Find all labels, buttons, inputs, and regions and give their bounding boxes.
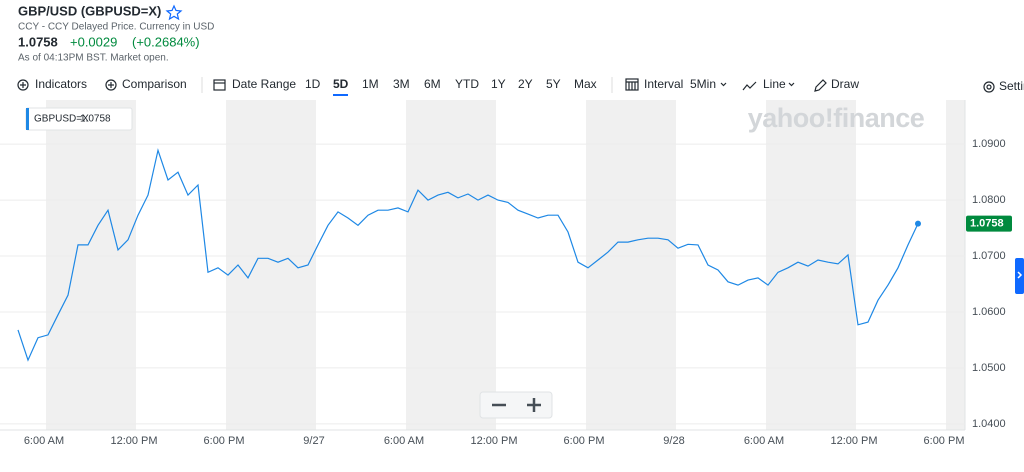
session-band — [46, 100, 136, 430]
x-tick-label: 12:00 PM — [470, 435, 517, 447]
range-button[interactable]: 2Y — [518, 77, 533, 91]
date-range-label: Date Range — [232, 77, 296, 91]
interval-label: Interval — [644, 77, 683, 91]
indicators-label: Indicators — [35, 77, 87, 91]
price-tag-label: 1.0758 — [970, 218, 1004, 230]
watchlist-star[interactable] — [165, 4, 183, 21]
range-button[interactable]: 5Y — [546, 77, 561, 91]
price-line — [17, 148, 919, 362]
x-tick-label: 12:00 PM — [110, 435, 157, 447]
session-band — [226, 100, 316, 430]
range-button[interactable]: 6M — [424, 77, 441, 91]
session-band — [946, 100, 965, 430]
x-tick-label: 9/28 — [663, 435, 684, 447]
legend-value: 1.0758 — [80, 114, 111, 125]
line-type-label: Line — [763, 77, 786, 91]
quote-price: 1.0758 — [18, 34, 58, 49]
range-buttons: 1D 5D 1M 3M 6M YTD 1Y 2Y 5Y Max — [305, 77, 597, 96]
comparison-button[interactable]: Comparison — [105, 77, 187, 91]
x-tick-label: 6:00 AM — [384, 435, 424, 447]
chart: 1.0400 1.0500 1.0600 1.0700 1.0800 1.0900 6:00… — [17, 107, 1012, 447]
range-button[interactable]: 1M — [362, 77, 379, 91]
legend-swatch — [26, 108, 29, 130]
range-button[interactable]: 1Y — [491, 77, 506, 91]
zoom-in[interactable] — [527, 398, 541, 412]
range-selected-underline — [333, 94, 348, 96]
range-button[interactable]: 1D — [305, 77, 321, 91]
draw-button[interactable]: Draw — [814, 77, 859, 92]
interval-button[interactable]: Interval 5Min — [625, 77, 727, 91]
settings-label: Settings — [999, 79, 1024, 93]
x-tick-label: 6:00 PM — [924, 435, 965, 447]
range-button[interactable]: Max — [574, 77, 597, 91]
quote-change-percent: (+0.2684%) — [132, 34, 200, 49]
x-tick-label: 6:00 PM — [204, 435, 245, 447]
x-tick-label: 9/27 — [303, 435, 324, 447]
line-type-button[interactable]: Line — [742, 77, 795, 91]
y-tick-label: 1.0400 — [972, 418, 1006, 430]
legend-name: GBPUSD=X — [34, 114, 89, 125]
indicators-button[interactable]: Indicators — [17, 77, 87, 91]
interval-value: 5Min — [690, 77, 716, 91]
quote-time: As of 04:13PM BST. Market open. — [18, 53, 169, 64]
session-band — [406, 100, 496, 430]
session-band — [586, 100, 676, 430]
price-tag — [966, 215, 1012, 232]
range-button[interactable]: YTD — [455, 77, 479, 91]
range-button[interactable]: 5D — [333, 77, 349, 91]
x-tick-label: 6:00 PM — [564, 435, 605, 447]
x-tick-label: 6:00 AM — [24, 435, 64, 447]
last-price-dot — [915, 220, 921, 227]
draw-label: Draw — [831, 77, 859, 91]
quote-title: GBP/USD (GBPUSD=X) — [18, 3, 161, 18]
settings-button[interactable]: Settings — [983, 79, 1024, 93]
x-tick-label: 12:00 PM — [830, 435, 877, 447]
y-tick-label: 1.0800 — [972, 194, 1006, 206]
y-tick-label: 1.0500 — [972, 362, 1006, 374]
y-tick-label: 1.0900 — [972, 138, 1006, 150]
quote-subtitle: CCY - CCY Delayed Price. Currency in USD — [18, 22, 214, 33]
y-tick-label: 1.0600 — [972, 306, 1006, 318]
session-band — [766, 100, 856, 430]
zoom-controls — [479, 391, 553, 419]
range-button[interactable]: 3M — [393, 77, 410, 91]
x-tick-label: 6:00 AM — [744, 435, 784, 447]
quote-change: +0.0029 — [70, 34, 117, 49]
watermark: yahoo!finance — [748, 103, 925, 133]
y-tick-label: 1.0700 — [972, 250, 1006, 262]
comparison-label: Comparison — [122, 77, 187, 91]
background-layer: yahoo!finance — [0, 100, 966, 431]
date-range-button[interactable]: Date Range — [213, 77, 296, 91]
